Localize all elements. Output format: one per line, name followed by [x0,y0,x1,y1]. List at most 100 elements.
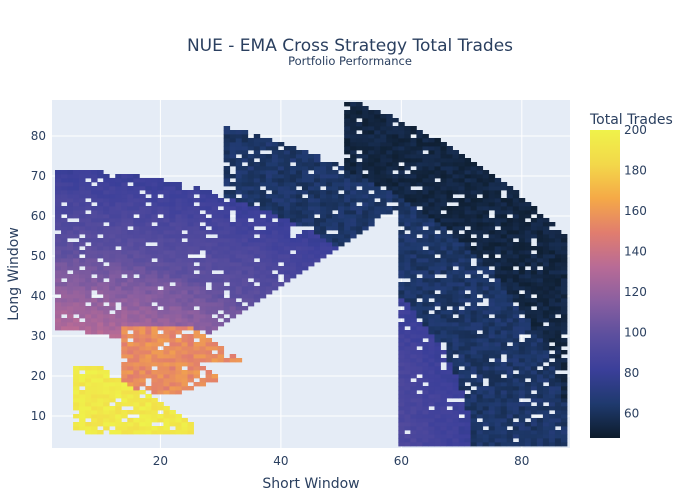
heatmap-cell [193,334,200,339]
heatmap-cell [127,298,134,303]
heatmap-cell [241,274,249,279]
heatmap-cell [560,422,568,427]
heatmap-cell [181,234,188,239]
heatmap-cell [524,426,532,431]
heatmap-cell [271,154,279,159]
heatmap-cell [560,414,568,419]
heatmap-cell [169,330,176,335]
heatmap-cell [506,434,514,439]
heatmap-cell [241,246,249,251]
heatmap-cell [416,314,423,319]
heatmap-cell [181,362,188,367]
heatmap-cell [97,254,104,259]
heatmap-cell [554,250,562,255]
heatmap-cell [398,286,405,291]
heatmap-cell [241,238,249,243]
heatmap-cell [404,350,411,355]
heatmap-cell [440,402,447,407]
y-tick-label: 40 [31,289,46,303]
heatmap-cell [163,350,170,355]
heatmap-cell [500,434,508,439]
heatmap-cell [398,222,405,227]
heatmap-cell [121,338,128,343]
heatmap-cell [494,426,502,431]
heatmap-cell [512,286,520,291]
heatmap-cell [55,286,62,291]
heatmap-cell [295,162,303,167]
heatmap-cell [482,390,490,395]
heatmap-cell [175,426,182,431]
heatmap-cell [139,330,146,335]
heatmap-cell [380,162,387,167]
heatmap-cell [187,366,194,371]
heatmap-cell [157,206,164,211]
heatmap-cell [121,414,128,419]
heatmap-cell [175,390,182,395]
heatmap-cell [488,234,496,239]
heatmap-cell [428,138,435,143]
heatmap-cell [151,238,158,243]
heatmap-cell [247,262,255,267]
heatmap-cell [416,350,423,355]
heatmap-cell [289,266,297,271]
heatmap-cell [464,206,472,211]
heatmap-cell [109,246,116,251]
heatmap-cell [368,206,375,211]
heatmap-cell [398,270,405,275]
heatmap-cell [223,302,231,307]
heatmap-cell [85,282,92,287]
heatmap-cell [518,206,526,211]
heatmap-cell [530,254,538,259]
heatmap-cell [181,302,188,307]
heatmap-cell [542,370,550,375]
heatmap-cell [494,246,502,251]
heatmap-cell [271,254,279,259]
heatmap-cell [362,158,369,163]
heatmap-cell [464,406,472,411]
heatmap-cell [410,406,417,411]
heatmap-cell [121,294,128,299]
heatmap-cell [271,146,279,151]
heatmap-cell [259,278,267,283]
heatmap-cell [85,370,92,375]
heatmap-cell [211,222,219,227]
heatmap-cell [494,258,502,263]
heatmap-cell [398,266,405,271]
heatmap-cell [410,334,417,339]
heatmap-cell [115,178,122,183]
heatmap-cell [398,134,405,139]
heatmap-cell [476,354,484,359]
heatmap-cell [211,262,219,267]
heatmap-cell [452,242,459,247]
heatmap-cell [368,202,375,207]
heatmap-cell [386,170,393,175]
heatmap-cell [452,386,459,391]
heatmap-cell [253,278,261,283]
heatmap-cell [139,230,146,235]
heatmap-cell [211,298,219,303]
heatmap-cell [524,230,532,235]
heatmap-cell [446,178,453,183]
heatmap-cell [512,318,520,323]
heatmap-cell [67,262,74,267]
heatmap-cell [554,322,562,327]
heatmap-cell [494,282,502,287]
heatmap-cell [61,210,68,215]
heatmap-cell [199,318,206,323]
heatmap-cell [67,318,74,323]
heatmap-cell [121,278,128,283]
chart-title: NUE - EMA Cross Strategy Total Trades [187,36,513,56]
heatmap-cell [73,226,80,231]
heatmap-cell [127,294,134,299]
heatmap-cell [476,230,484,235]
heatmap-cell [91,246,98,251]
heatmap-cell [253,194,261,199]
heatmap-cell [356,138,363,143]
heatmap-cell [398,314,405,319]
heatmap-cell [434,294,441,299]
heatmap-cell [55,270,62,275]
heatmap-cell [362,206,369,211]
heatmap-cell [265,254,273,259]
heatmap-cell [157,270,164,275]
heatmap-cell [548,402,556,407]
